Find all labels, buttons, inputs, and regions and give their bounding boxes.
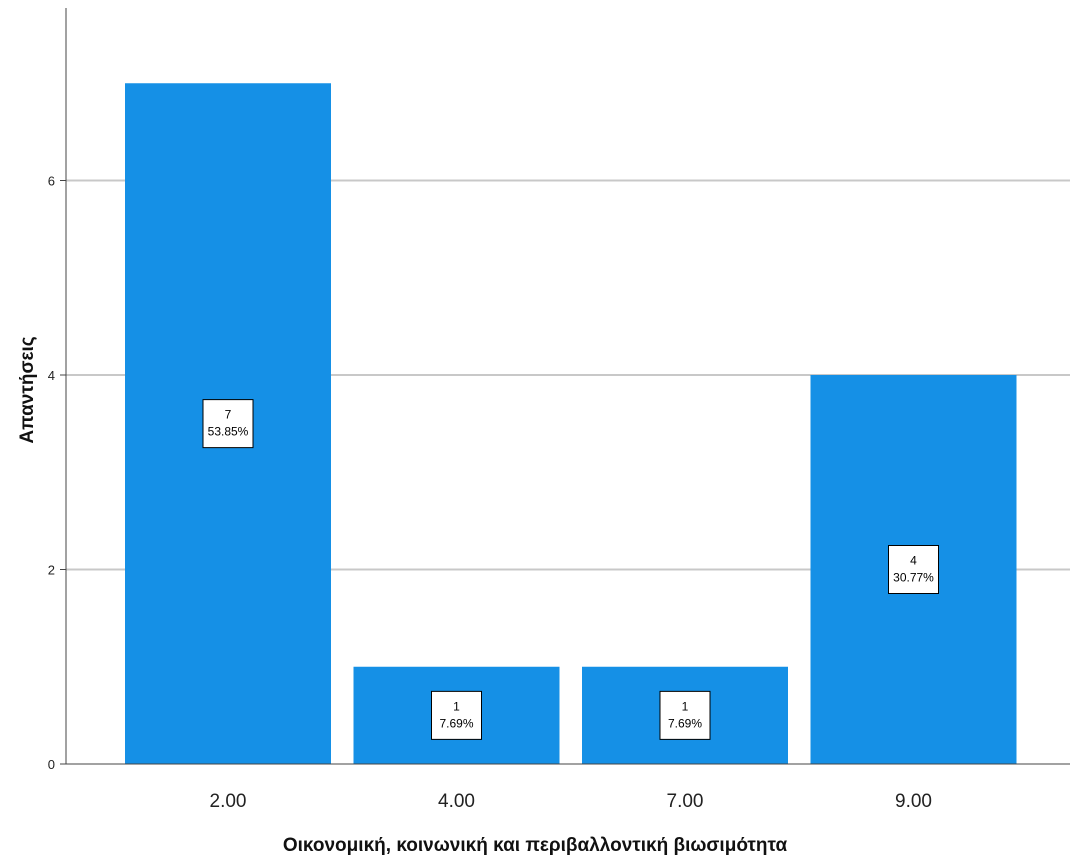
data-label: 7 53.85% <box>202 399 254 449</box>
x-tick-label: 4.00 <box>438 791 475 812</box>
y-tick-label: 4 <box>48 368 55 383</box>
x-tick-label: 9.00 <box>895 791 932 812</box>
y-tick-label: 2 <box>48 563 55 578</box>
data-label-box <box>431 690 482 740</box>
data-label: 1 7.69% <box>431 690 482 740</box>
data-label-count: 1 <box>453 699 460 713</box>
data-label-percent: 30.77% <box>893 571 934 585</box>
data-label: 4 30.77% <box>888 545 939 594</box>
axes: 0 2 4 6 2.00 4.00 7.00 9.00 <box>48 8 1070 812</box>
data-label-count: 7 <box>225 408 232 422</box>
data-label: 1 7.69% <box>659 690 711 740</box>
data-label-percent: 7.69% <box>668 716 702 730</box>
y-tick-label: 6 <box>48 174 55 189</box>
x-tick-label: 7.00 <box>667 791 704 812</box>
y-tick-label: 0 <box>48 757 55 772</box>
data-label-percent: 7.69% <box>439 716 473 730</box>
bars <box>125 83 1017 764</box>
data-label-box <box>659 690 711 740</box>
data-label-count: 1 <box>682 699 689 713</box>
data-label-count: 4 <box>910 554 917 568</box>
x-axis-title: Οικονομική, κοινωνική και περιβαλλοντική… <box>283 835 788 856</box>
x-tick-label: 2.00 <box>210 791 247 812</box>
data-label-percent: 53.85% <box>208 425 249 439</box>
data-labels: 7 53.85% 1 7.69% 1 7.69% 4 30.77% <box>202 399 939 740</box>
data-label-box <box>888 545 939 594</box>
y-axis-title: Απαντήσεις <box>17 336 38 443</box>
data-label-box <box>202 399 254 449</box>
